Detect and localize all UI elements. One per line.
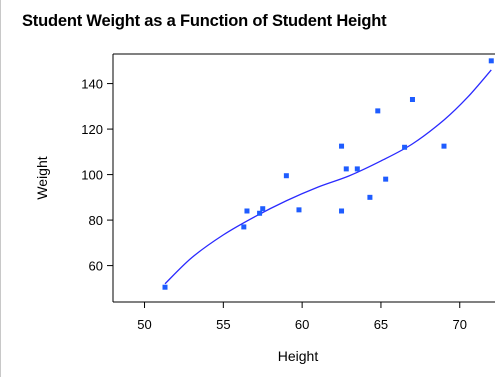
axes-group: 50 55 60 65 70 60 80 100 120 140 Height Weight bbox=[34, 77, 467, 364]
data-point bbox=[409, 97, 415, 102]
x-axis-title: Height bbox=[278, 348, 319, 364]
data-point bbox=[343, 166, 349, 172]
chart-title: Student Weight as a Function of Student … bbox=[22, 12, 387, 30]
data-point bbox=[375, 108, 381, 114]
x-tick-label: 50 bbox=[137, 317, 151, 332]
data-point bbox=[488, 58, 494, 64]
fit-curve-group bbox=[164, 69, 492, 285]
y-tick-label: 120 bbox=[81, 122, 103, 137]
y-axis-title: Weight bbox=[34, 156, 50, 199]
data-point bbox=[283, 173, 289, 179]
data-point bbox=[339, 143, 345, 149]
data-point bbox=[260, 206, 266, 212]
data-point bbox=[257, 210, 263, 216]
data-point bbox=[402, 144, 408, 150]
data-point bbox=[383, 176, 389, 182]
data-point bbox=[354, 166, 360, 172]
data-point bbox=[241, 224, 247, 230]
fit-curve-line bbox=[164, 69, 492, 285]
x-tick-label: 70 bbox=[453, 317, 467, 332]
y-tick-label: 60 bbox=[89, 259, 103, 274]
x-tick-label: 55 bbox=[216, 317, 230, 332]
y-tick-label: 140 bbox=[81, 77, 103, 92]
data-point bbox=[296, 207, 302, 213]
plot-frame-group bbox=[112, 53, 495, 303]
data-point bbox=[244, 208, 250, 214]
data-point bbox=[441, 143, 447, 149]
data-points-group bbox=[162, 58, 494, 290]
x-tick-label: 60 bbox=[295, 317, 309, 332]
y-tick-label: 80 bbox=[89, 213, 103, 228]
x-tick-label: 65 bbox=[374, 317, 388, 332]
data-point bbox=[162, 284, 168, 290]
data-point bbox=[339, 208, 345, 214]
y-tick-label: 100 bbox=[81, 168, 103, 183]
data-point bbox=[367, 194, 373, 200]
